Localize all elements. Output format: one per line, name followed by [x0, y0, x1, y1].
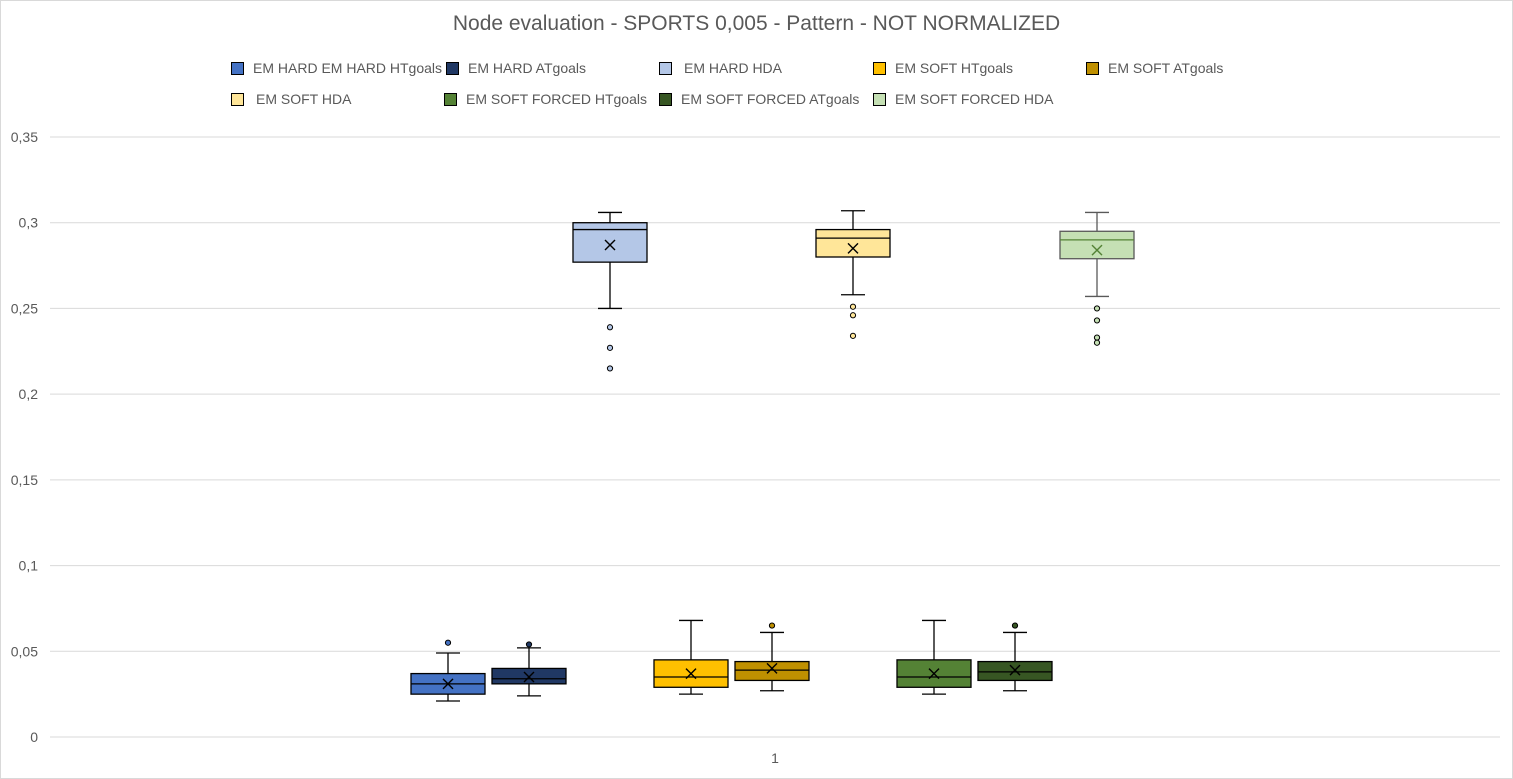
legend-label: EM SOFT HDA — [256, 91, 352, 107]
box — [734, 660, 810, 682]
outlier-point — [606, 365, 614, 372]
boxes — [410, 210, 1135, 702]
mean-marker — [847, 242, 859, 254]
mean-marker — [604, 239, 616, 251]
outlier-point — [444, 639, 452, 646]
legend-item-em-soft-forced-htgoals: EM SOFT FORCED HTgoals — [444, 90, 647, 108]
outlier-point — [849, 332, 857, 339]
outlier-point — [606, 344, 614, 351]
legend-swatch — [873, 61, 886, 75]
legend-label: EM SOFT ATgoals — [1108, 60, 1224, 76]
outlier-point — [1093, 339, 1101, 346]
box-series — [734, 622, 810, 692]
legend-label: EM HARD HDA — [684, 60, 783, 76]
box-series — [572, 211, 648, 372]
legend-swatch — [446, 61, 459, 75]
legend-label: EM SOFT HTgoals — [895, 60, 1013, 76]
y-axis-tick-label: 0,3 — [19, 215, 39, 231]
outlier-point — [1093, 334, 1101, 341]
outlier-point — [849, 303, 857, 310]
legend-label: EM HARD EM HARD HTgoals — [253, 60, 443, 76]
legend-item-em-soft-forced-hda: EM SOFT FORCED HDA — [873, 90, 1053, 108]
y-axis-tick-label: 0,05 — [11, 643, 38, 659]
legend-swatch — [1086, 61, 1099, 75]
legend-swatch — [659, 61, 672, 75]
outlier-point — [768, 622, 776, 629]
y-axis-tick-label: 0 — [30, 729, 38, 745]
mean-marker — [766, 662, 778, 674]
y-axis-tick-label: 0,1 — [19, 558, 39, 574]
mean-marker — [1091, 244, 1103, 256]
legend-item-em-hard-hda: EM HARD HDA — [659, 59, 782, 77]
legend-item-em-soft-hda: EM SOFT HDA — [231, 90, 351, 108]
outlier-point — [849, 312, 857, 319]
box — [815, 228, 891, 258]
box-series — [977, 622, 1053, 692]
legend-label: EM SOFT FORCED ATgoals — [681, 91, 860, 107]
outlier-point — [606, 324, 614, 331]
box-series — [815, 210, 891, 339]
box — [1059, 230, 1135, 260]
gridlines — [50, 136, 1500, 738]
y-axis-tick-label: 0,25 — [11, 300, 38, 316]
outlier-point — [1011, 622, 1019, 629]
legend-item-em-soft-forced-atgoals: EM SOFT FORCED ATgoals — [659, 90, 859, 108]
box — [572, 222, 648, 263]
mean-marker — [1009, 664, 1021, 676]
x-axis-tick-label: 1 — [771, 750, 779, 766]
box-series — [896, 619, 972, 695]
outlier-point — [1093, 305, 1101, 312]
mean-marker — [685, 668, 697, 680]
legend-label: EM HARD ATgoals — [468, 60, 586, 76]
box-series — [1059, 211, 1135, 346]
chart-title: Node evaluation - SPORTS 0,005 - Pattern… — [452, 12, 1061, 35]
outlier-point — [525, 641, 533, 648]
mean-marker — [523, 671, 535, 683]
legend-swatch — [659, 92, 672, 106]
legend-label: EM SOFT FORCED HTgoals — [466, 91, 647, 107]
legend-swatch — [444, 92, 457, 106]
y-axis-tick-label: 0,15 — [11, 472, 38, 488]
legend-label: EM SOFT FORCED HDA — [895, 91, 1054, 107]
y-axis-tick-labels: 0 0,05 0,1 0,15 0,2 0,25 0,3 0,35 — [11, 129, 38, 745]
box — [653, 659, 729, 688]
mean-marker — [928, 668, 940, 680]
box-series — [410, 639, 486, 702]
legend-item-em-hard-atgoals: EM HARD ATgoals — [446, 59, 586, 77]
legend-item-em-soft-atgoals: EM SOFT ATgoals — [1086, 59, 1223, 77]
box-series — [491, 641, 567, 697]
y-axis-tick-label: 0,35 — [11, 129, 38, 145]
outlier-point — [1093, 317, 1101, 324]
legend-swatch — [231, 61, 244, 75]
legend-swatch — [873, 92, 886, 106]
mean-marker — [442, 678, 454, 690]
legend-item-em-hard-htgoals: EM HARD EM HARD HTgoals — [231, 59, 442, 77]
box-series — [653, 619, 729, 695]
legend-item-em-soft-htgoals: EM SOFT HTgoals — [873, 59, 1013, 77]
legend-swatch — [231, 92, 244, 106]
y-axis-tick-label: 0,2 — [19, 386, 39, 402]
